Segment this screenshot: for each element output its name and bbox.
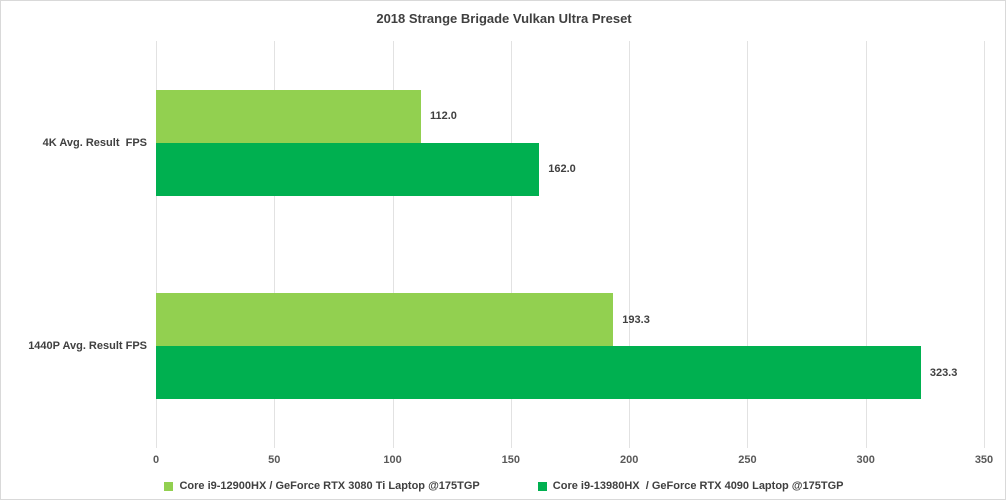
- legend-swatch-icon: [537, 481, 547, 491]
- gridline: [984, 41, 985, 448]
- x-tick-label: 0: [152, 454, 160, 466]
- gridline: [392, 41, 394, 448]
- gridline: [510, 41, 512, 448]
- gridline: [156, 41, 157, 448]
- bar-value-label: 193.3: [622, 313, 650, 326]
- gridline: [865, 41, 867, 448]
- legend: Core i9-12900HX / GeForce RTX 3080 Ti La…: [1, 480, 1005, 492]
- legend-label: Core i9-13980HX / GeForce RTX 4090 Lapto…: [552, 480, 844, 492]
- legend-swatch-icon: [164, 481, 174, 491]
- legend-item: Core i9-12900HX / GeForce RTX 3080 Ti La…: [164, 480, 480, 492]
- bar-series2-cat1: [156, 142, 540, 196]
- category-label: 1440P Avg. Result FPS: [28, 340, 147, 353]
- x-tick-label: 200: [619, 454, 639, 466]
- chart-title: 2018 Strange Brigade Vulkan Ultra Preset: [376, 11, 632, 26]
- bar-series1-cat2: [156, 293, 614, 347]
- category-label: 4K Avg. Result FPS: [42, 136, 147, 149]
- gridline: [747, 41, 749, 448]
- x-tick-label: 250: [738, 454, 757, 466]
- bar-series1-cat1: [156, 89, 421, 143]
- x-tick-label: 300: [856, 454, 875, 466]
- legend-item: Core i9-13980HX / GeForce RTX 4090 Lapto…: [537, 480, 844, 492]
- gridline: [629, 41, 631, 448]
- x-tick-label: 150: [501, 454, 521, 466]
- legend-label: Core i9-12900HX / GeForce RTX 3080 Ti La…: [179, 480, 480, 492]
- bar-series2-cat2: [156, 346, 921, 400]
- gridline: [274, 41, 276, 448]
- x-tick-label: 50: [268, 454, 281, 466]
- bar-value-label: 162.0: [548, 163, 576, 176]
- x-tick-label: 100: [383, 454, 402, 466]
- x-tick-label: 350: [974, 454, 994, 466]
- bar-value-label: 323.3: [929, 366, 958, 379]
- plot-area: 112.0 162.0 193.3 323.3: [156, 41, 985, 448]
- bar-value-label: 112.0: [429, 110, 457, 123]
